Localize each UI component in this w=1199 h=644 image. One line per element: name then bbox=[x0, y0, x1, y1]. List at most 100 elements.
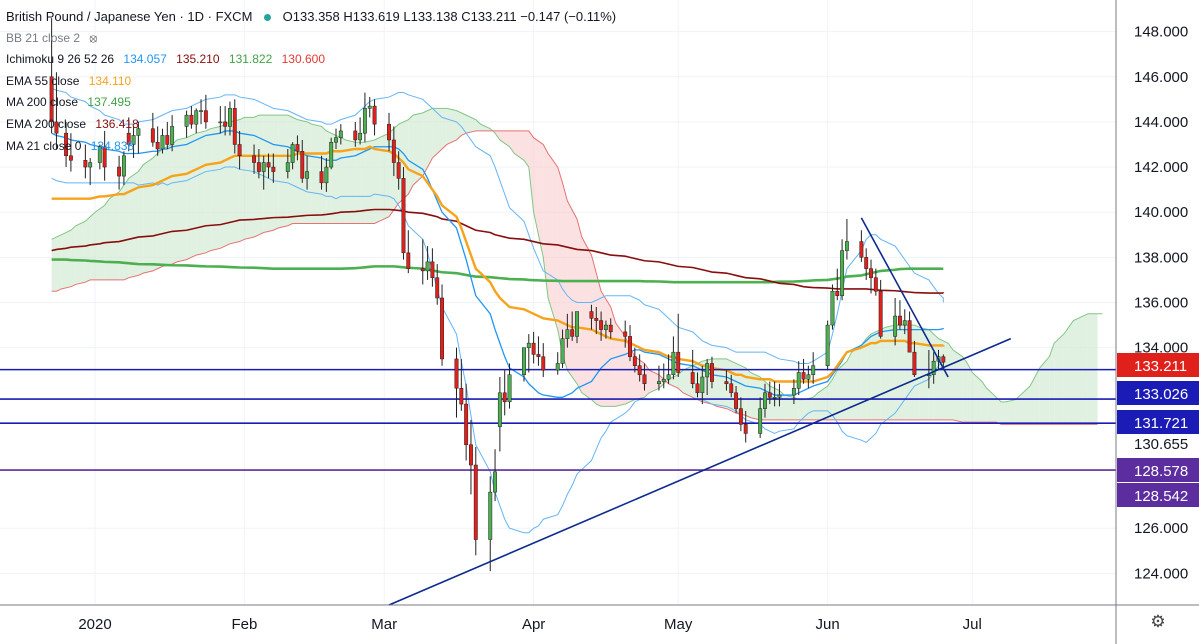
ichimoku-cloud-segment bbox=[1005, 399, 1016, 425]
ema55-legend-row[interactable]: EMA 55 close 134.110 bbox=[6, 71, 616, 93]
candle-body bbox=[632, 356, 637, 366]
hidden-eye-icon[interactable]: ⦻ bbox=[89, 30, 98, 45]
ichimoku-cloud-segment bbox=[962, 356, 968, 423]
candle-body bbox=[88, 162, 93, 168]
market-status-icon bbox=[264, 14, 272, 22]
ichimoku-cloud-segment bbox=[75, 221, 86, 285]
candle-body bbox=[791, 388, 796, 396]
ichimoku-cloud-segment bbox=[1068, 320, 1074, 425]
settings-gear-icon[interactable]: ⚙ bbox=[1150, 612, 1166, 631]
candle-body bbox=[199, 110, 203, 112]
ichimoku-cloud-segment bbox=[321, 126, 327, 224]
candle-body bbox=[859, 241, 864, 258]
candle-body bbox=[358, 132, 363, 141]
candle-body bbox=[743, 424, 748, 434]
ichimoku-cloud-segment bbox=[273, 115, 279, 231]
ichimoku-cloud-segment bbox=[938, 338, 949, 420]
ichimoku-cloud-segment bbox=[56, 234, 62, 292]
indicator-legend: British Pound / Japanese Yen · 1D · FXCM… bbox=[6, 6, 616, 157]
ma200-legend-row[interactable]: MA 200 close 137.495 bbox=[6, 92, 616, 114]
ichimoku-cloud-segment bbox=[528, 130, 534, 213]
candle-body bbox=[324, 166, 329, 184]
price-tag-label: 130.655 bbox=[1134, 436, 1188, 453]
y-tick-label: 138.000 bbox=[1134, 249, 1188, 266]
ma200-line bbox=[51, 258, 944, 284]
candle-body bbox=[493, 471, 498, 493]
ichimoku-cloud-segment bbox=[374, 137, 380, 224]
candle-body bbox=[628, 336, 632, 357]
y-tick-label: 146.000 bbox=[1134, 69, 1188, 86]
candle-body bbox=[387, 123, 391, 141]
ichimoku-cloud-segment bbox=[972, 372, 982, 423]
ichimoku-cloud-segment bbox=[196, 130, 206, 256]
ichimoku-cloud-segment bbox=[138, 164, 144, 276]
ichimoku-cloud-segment bbox=[191, 133, 197, 258]
candle-body bbox=[772, 397, 777, 399]
ichimoku-value-4: 130.600 bbox=[281, 52, 326, 67]
bb-legend-row[interactable]: BB 21 close 2 ⦻ bbox=[6, 28, 616, 50]
ohlc-values: O133.358 H133.619 L133.138 C133.211 −0.1… bbox=[282, 9, 617, 24]
candle-body bbox=[203, 110, 208, 123]
ema200-legend-row[interactable]: EMA 200 close 136.418 bbox=[6, 114, 616, 136]
ichimoku-cloud-segment bbox=[928, 329, 934, 420]
candle-body bbox=[844, 241, 849, 251]
candle-body bbox=[49, 76, 54, 123]
candle-body bbox=[329, 141, 334, 168]
ichimoku-cloud-segment bbox=[967, 363, 973, 423]
symbol-row[interactable]: British Pound / Japanese Yen · 1D · FXCM… bbox=[6, 6, 616, 28]
candle-body bbox=[763, 392, 767, 409]
ichimoku-cloud-segment bbox=[716, 358, 727, 409]
candle-body bbox=[796, 372, 801, 389]
candle-body bbox=[305, 171, 310, 179]
candle-body bbox=[285, 162, 290, 172]
ichimoku-legend-row[interactable]: Ichimoku 9 26 52 26 134.057 135.210 131.… bbox=[6, 49, 616, 71]
candle-body bbox=[931, 360, 936, 375]
ichimoku-cloud-segment bbox=[157, 148, 163, 269]
candle-body bbox=[840, 250, 845, 296]
ma21-legend-row[interactable]: MA 21 close 0 134.838 bbox=[6, 136, 616, 158]
ichimoku-cloud-segment bbox=[899, 325, 905, 420]
ichimoku-cloud-segment bbox=[779, 390, 785, 420]
candle-body bbox=[897, 315, 902, 326]
candle-body bbox=[570, 329, 575, 337]
ema55-label: EMA 55 close bbox=[6, 73, 80, 88]
candle-body bbox=[902, 320, 907, 326]
x-tick-label: Jul bbox=[963, 616, 982, 633]
price-tag-label: 133.026 bbox=[1134, 386, 1188, 403]
ascending-trendline bbox=[388, 337, 1012, 606]
ichimoku-cloud-segment bbox=[186, 135, 192, 260]
price-tag-label: 128.578 bbox=[1134, 463, 1188, 480]
candle-body bbox=[700, 376, 705, 394]
ichimoku-cloud-segment bbox=[292, 117, 298, 224]
symbol-title[interactable]: British Pound / Japanese Yen · 1D · FXCM bbox=[6, 9, 253, 24]
candle-body bbox=[131, 135, 136, 145]
candle-body bbox=[531, 342, 536, 355]
candle-body bbox=[126, 132, 131, 145]
ichimoku-cloud-segment bbox=[307, 121, 312, 224]
y-tick-label: 136.000 bbox=[1134, 295, 1188, 312]
candle-body bbox=[256, 162, 261, 172]
ichimoku-cloud-segment bbox=[514, 130, 524, 161]
candle-body bbox=[271, 166, 276, 172]
ichimoku-cloud-segment bbox=[851, 345, 862, 420]
ichimoku-cloud-segment bbox=[152, 153, 158, 271]
ichimoku-cloud-segment bbox=[220, 124, 226, 249]
ichimoku-cloud-segment bbox=[846, 352, 852, 420]
candle-body bbox=[189, 114, 194, 125]
candle-body bbox=[878, 290, 883, 337]
candle-body bbox=[767, 392, 772, 398]
ichimoku-cloud-segment bbox=[1054, 334, 1064, 425]
ichimoku-cloud-segment bbox=[172, 139, 177, 265]
ichimoku-cloud-segment bbox=[798, 399, 804, 420]
y-tick-label: 140.000 bbox=[1134, 204, 1188, 221]
candle-body bbox=[396, 162, 401, 179]
candle-body bbox=[362, 108, 367, 134]
candle-body bbox=[121, 155, 126, 177]
candle-body bbox=[637, 365, 642, 375]
candle-body bbox=[334, 137, 338, 143]
candle-body bbox=[724, 381, 729, 385]
ichimoku-cloud-segment bbox=[895, 325, 900, 420]
candle-body bbox=[738, 408, 743, 425]
ichimoku-cloud-segment bbox=[919, 327, 929, 420]
